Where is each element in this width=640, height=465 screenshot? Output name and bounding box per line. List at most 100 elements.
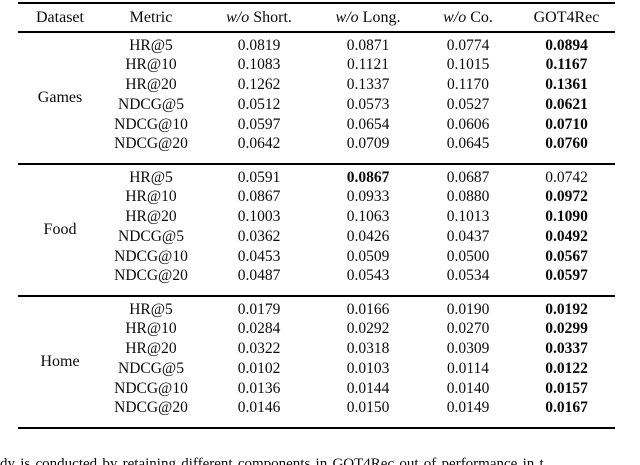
value-cell: 0.1121 — [346, 56, 390, 73]
value-cell: 0.0606 — [446, 116, 490, 133]
dataset-block-food: Food HR@5 0.0591 0.0867 0.0687 0.0742 HR… — [18, 164, 615, 296]
value-cell: 0.1262 — [237, 76, 281, 93]
table-row: NDCG@10 0.0453 0.0509 0.0500 0.0567 — [18, 247, 615, 267]
value-cell: 0.0270 — [446, 320, 490, 337]
value-cell-best: 0.0597 — [545, 267, 588, 284]
table-row: NDCG@5 0.0512 0.0573 0.0527 0.0621 — [18, 95, 615, 115]
wo-italic: w/o — [335, 8, 359, 26]
table-row: HR@20 0.1003 0.1063 0.1013 0.1090 — [18, 207, 615, 227]
value-cell: 0.0144 — [346, 380, 390, 397]
metric-cell: NDCG@10 — [114, 116, 188, 133]
value-cell: 0.1337 — [346, 76, 390, 93]
value-cell-best: 0.0122 — [545, 360, 588, 377]
value-cell-best: 0.0894 — [545, 37, 588, 54]
table-row: HR@10 0.1083 0.1121 0.1015 0.1167 — [18, 55, 615, 75]
value-cell: 0.0512 — [237, 96, 281, 113]
value-cell: 0.0880 — [446, 188, 490, 205]
dataset-block-home: Home HR@5 0.0179 0.0166 0.0190 0.0192 HR… — [18, 296, 615, 428]
value-cell-best: 0.1361 — [545, 76, 588, 93]
value-cell: 0.0527 — [446, 96, 490, 113]
metric-cell: HR@5 — [129, 37, 173, 54]
value-cell: 0.0284 — [237, 320, 281, 337]
table-row: Food HR@5 0.0591 0.0867 0.0687 0.0742 — [18, 164, 615, 238]
column-header-wo-long: w/o Long. — [335, 8, 401, 26]
value-cell: 0.0867 — [237, 188, 281, 205]
value-cell: 0.0362 — [237, 228, 281, 245]
metric-cell: HR@5 — [129, 301, 173, 318]
metric-cell: NDCG@20 — [114, 135, 188, 152]
value-cell: 0.0819 — [237, 37, 281, 54]
value-cell: 0.0591 — [237, 169, 281, 186]
value-cell: 0.0742 — [545, 169, 588, 186]
value-cell: 0.0140 — [446, 380, 490, 397]
value-cell: 0.0103 — [346, 360, 390, 377]
metric-cell: NDCG@10 — [114, 380, 188, 397]
metric-cell: NDCG@20 — [114, 267, 188, 284]
value-cell: 0.1013 — [446, 208, 490, 225]
table-row: NDCG@5 0.0362 0.0426 0.0437 0.0492 — [18, 227, 615, 247]
value-cell: 0.0871 — [346, 37, 390, 54]
dataset-label-food: Food — [43, 221, 77, 238]
value-cell: 0.0149 — [446, 399, 490, 416]
value-cell: 0.0453 — [237, 248, 281, 265]
value-cell: 0.0509 — [346, 248, 390, 265]
table-row: Home HR@5 0.0179 0.0166 0.0190 0.0192 — [18, 296, 615, 370]
value-cell-best: 0.0621 — [545, 96, 588, 113]
value-cell: 0.0309 — [446, 340, 490, 357]
metric-cell: NDCG@5 — [118, 360, 184, 377]
metric-cell: HR@10 — [125, 188, 177, 205]
value-cell: 0.0500 — [446, 248, 490, 265]
metric-cell: HR@20 — [125, 76, 177, 93]
column-header-metric: Metric — [129, 8, 173, 26]
value-cell: 0.0166 — [346, 301, 390, 318]
value-cell: 0.0437 — [446, 228, 490, 245]
table-row: NDCG@20 0.0487 0.0543 0.0534 0.0597 — [18, 267, 615, 296]
column-header-wo-co: w/o Co. — [443, 8, 493, 26]
value-cell: 0.0645 — [446, 135, 490, 152]
dataset-label-home: Home — [40, 353, 80, 370]
value-cell: 0.0136 — [237, 380, 281, 397]
table-row: HR@10 0.0284 0.0292 0.0270 0.0299 — [18, 319, 615, 339]
value-cell-best: 0.0972 — [545, 188, 588, 205]
value-cell: 0.0292 — [346, 320, 390, 337]
value-cell-best: 0.1167 — [545, 56, 588, 73]
metric-cell: NDCG@10 — [114, 248, 188, 265]
ablation-results-table: Dataset Metric w/o Short. w/o Long. w/o … — [18, 2, 615, 429]
value-cell-best: 0.0157 — [545, 380, 588, 397]
value-cell: 0.0597 — [237, 116, 281, 133]
value-cell-best: 0.0867 — [346, 169, 390, 186]
value-cell-best: 0.0167 — [545, 399, 588, 416]
dataset-label-games: Games — [37, 89, 83, 106]
table-row: HR@20 0.0322 0.0318 0.0309 0.0337 — [18, 339, 615, 359]
value-cell: 0.0322 — [237, 340, 281, 357]
value-cell: 0.1083 — [237, 56, 281, 73]
value-cell-best: 0.1090 — [545, 208, 588, 225]
column-header-dataset: Dataset — [36, 8, 84, 26]
dataset-block-games: Games HR@5 0.0819 0.0871 0.0774 0.0894 H… — [18, 32, 615, 164]
value-cell: 0.0573 — [346, 96, 390, 113]
value-cell: 0.0654 — [346, 116, 390, 133]
value-cell: 0.0709 — [346, 135, 390, 152]
metric-cell: HR@10 — [125, 320, 177, 337]
value-cell-best: 0.0760 — [545, 135, 588, 152]
value-cell: 0.0146 — [237, 399, 281, 416]
metric-cell: HR@20 — [125, 208, 177, 225]
metric-cell: NDCG@20 — [114, 399, 188, 416]
value-cell: 0.0933 — [346, 188, 390, 205]
value-cell-best: 0.0492 — [545, 228, 588, 245]
value-cell: 0.1063 — [346, 208, 390, 225]
metric-cell: NDCG@5 — [118, 228, 184, 245]
value-cell-best: 0.0192 — [545, 301, 588, 318]
table-row: NDCG@5 0.0102 0.0103 0.0114 0.0122 — [18, 359, 615, 379]
value-cell: 0.0687 — [446, 169, 490, 186]
table-row: HR@10 0.0867 0.0933 0.0880 0.0972 — [18, 187, 615, 207]
value-cell: 0.1003 — [237, 208, 281, 225]
table-caption-clipped: dy is conducted by retaining different c… — [0, 456, 640, 465]
table-row: NDCG@20 0.0642 0.0709 0.0645 0.0760 — [18, 135, 615, 164]
value-cell: 0.1170 — [446, 76, 490, 93]
table-caption-text: dy is conducted by retaining different c… — [0, 456, 544, 465]
value-cell: 0.0114 — [446, 360, 490, 377]
value-cell: 0.0543 — [346, 267, 390, 284]
value-cell-best: 0.0567 — [545, 248, 588, 265]
metric-cell: HR@10 — [125, 56, 177, 73]
